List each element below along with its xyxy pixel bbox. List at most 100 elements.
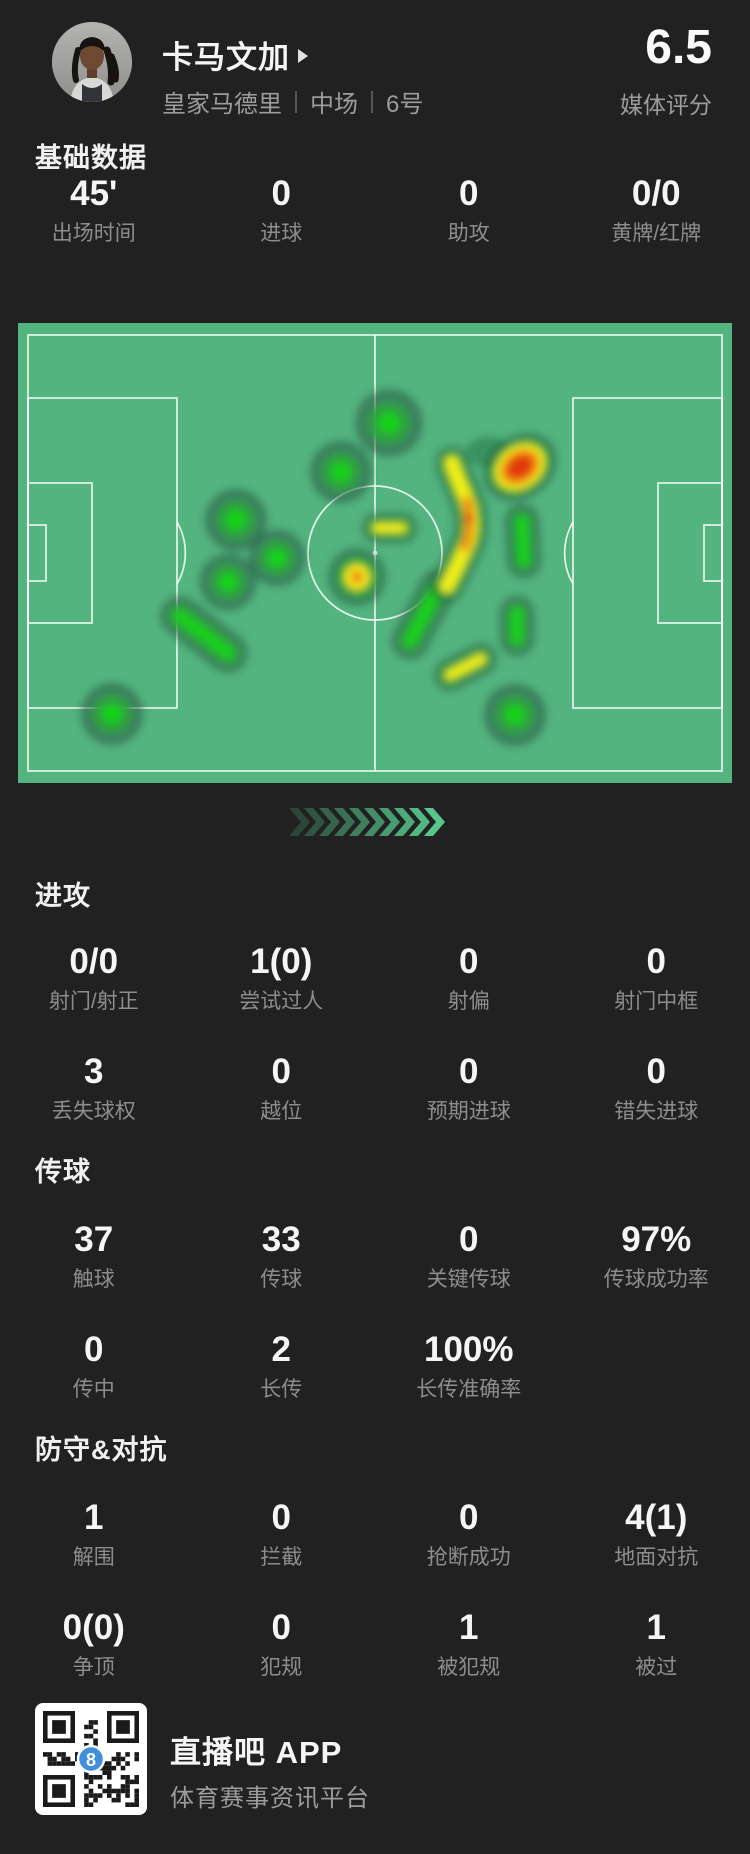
stat-label: 射偏 [447,990,490,1013]
stat-item: 0/0 射门/射正 [0,940,188,1016]
stat-value: 0 [271,1498,291,1537]
stat-item: 0 预期进球 [375,1050,563,1126]
stat-item: 4(1) 地面对抗 [563,1496,750,1572]
stat-item: 0 关键传球 [375,1218,563,1294]
attack-stats-row-1: 0/0 射门/射正 1(0) 尝试过人 0 射偏 0 射门中框 [0,940,750,1016]
stat-value: 0 [646,1052,666,1091]
app-tagline: 体育赛事资讯平台 [170,1785,370,1812]
stat-value: 0 [459,1052,479,1091]
stat-item: 97% 传球成功率 [563,1218,750,1294]
stat-item: 0 犯规 [188,1606,376,1682]
stat-label: 长传 [260,1378,303,1401]
stat-value: 33 [261,1220,301,1259]
player-position: 中场 [310,91,358,118]
stat-label: 传中 [72,1378,115,1401]
player-meta: 皇家马德里 中场 6号 [162,84,423,119]
stat-item: 3 丢失球权 [0,1050,188,1126]
stat-item: 0 传中 [0,1328,188,1404]
stat-value: 0/0 [69,942,119,981]
stat-value: 45' [70,174,118,213]
stat-label: 抢断成功 [426,1546,511,1569]
stat-value: 1(0) [250,942,313,981]
stat-label: 关键传球 [426,1268,511,1291]
stat-label: 被犯规 [437,1656,501,1679]
stat-item: 2 长传 [188,1328,376,1404]
expand-arrow-icon [298,49,308,63]
stat-value: 0 [459,942,479,981]
stat-label: 犯规 [260,1656,303,1679]
stat-value: 100% [423,1330,514,1369]
app-download-qr-code[interactable]: 8 [35,1703,147,1815]
heat-blobs [80,389,557,747]
stat-item: 45' 出场时间 [0,172,188,248]
app-name: 直播吧 APP [170,1735,343,1770]
stat-item: 33 传球 [188,1218,376,1294]
stat-item: 0 越位 [188,1050,376,1126]
stat-label: 射门/射正 [48,990,139,1013]
stat-item: 0 拦截 [188,1496,376,1572]
stat-item: 0/0 黄牌/红牌 [563,172,750,248]
passing-stats-row-2: 0 传中 2 长传 100% 长传准确率 [0,1328,750,1404]
section-title-defense: 防守&对抗 [35,1435,168,1465]
media-rating-label: 媒体评分 [620,92,712,118]
stat-label: 长传准确率 [416,1378,522,1401]
svg-text:8: 8 [86,1750,96,1770]
stat-item: 0(0) 争顶 [0,1606,188,1682]
stat-value: 0 [459,1498,479,1537]
divider [295,90,297,113]
stat-value: 4(1) [625,1498,688,1537]
stat-label: 助攻 [447,222,490,245]
stat-item: 0 错失进球 [563,1050,750,1126]
stat-label: 争顶 [72,1656,115,1679]
position-heatmap [18,323,732,783]
section-title-passing: 传球 [35,1157,91,1187]
stat-label: 尝试过人 [239,990,324,1013]
player-name-link[interactable]: 卡马文加 [162,32,308,77]
defense-stats-row-2: 0(0) 争顶 0 犯规 1 被犯规 1 被过 [0,1606,750,1682]
stat-item [563,1328,750,1404]
defense-stats-row-1: 1 解围 0 拦截 0 抢断成功 4(1) 地面对抗 [0,1496,750,1572]
football-pitch [18,323,732,783]
player-photo [52,22,132,102]
stat-item: 1 被犯规 [375,1606,563,1682]
stat-value: 1 [84,1498,104,1537]
stat-label: 传球 [260,1268,303,1291]
stat-value: 2 [271,1330,291,1369]
stat-label: 出场时间 [51,222,136,245]
stat-value: 1 [459,1608,479,1647]
stat-value: 0 [271,1608,291,1647]
stat-label: 传球成功率 [603,1268,709,1291]
stat-label: 黄牌/红牌 [611,222,702,245]
stat-item: 0 射偏 [375,940,563,1016]
stat-item: 1 解围 [0,1496,188,1572]
stat-item: 100% 长传准确率 [375,1328,563,1404]
stat-label: 错失进球 [614,1100,699,1123]
stat-value: 0 [271,174,291,213]
stat-value: 3 [84,1052,104,1091]
attack-stats-row-2: 3 丢失球权 0 越位 0 预期进球 0 错失进球 [0,1050,750,1126]
player-name: 卡马文加 [162,40,290,75]
forward-direction-chevrons-icon [287,805,462,839]
stat-label: 丢失球权 [51,1100,136,1123]
stat-value: 0 [84,1330,104,1369]
stat-label: 地面对抗 [614,1546,699,1569]
stat-label: 解围 [72,1546,115,1569]
stat-label: 越位 [260,1100,303,1123]
section-title-attack: 进攻 [35,881,91,911]
stat-item: 37 触球 [0,1218,188,1294]
player-avatar[interactable] [52,22,132,102]
stat-value: 0(0) [62,1608,125,1647]
passing-stats-row-1: 37 触球 33 传球 0 关键传球 97% 传球成功率 [0,1218,750,1294]
stat-item: 0 射门中框 [563,940,750,1016]
divider [371,90,373,113]
stat-label: 拦截 [260,1546,303,1569]
player-number: 6号 [386,91,424,118]
stat-label: 触球 [72,1268,115,1291]
team-name: 皇家马德里 [162,91,282,118]
section-title-basic: 基础数据 [35,143,147,173]
stat-label: 被过 [635,1656,678,1679]
stat-item: 0 抢断成功 [375,1496,563,1572]
stat-value: 0/0 [631,174,681,213]
stat-item: 1(0) 尝试过人 [188,940,376,1016]
